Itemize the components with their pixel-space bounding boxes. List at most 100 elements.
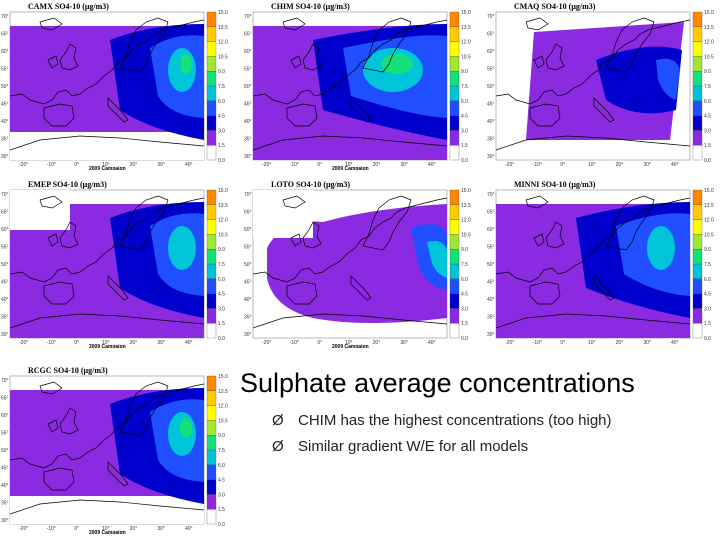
colorbar-tick-label: 9.0 [218,247,225,253]
lon-tick-label: -20° [505,340,514,346]
lat-tick-label: 30° [244,154,252,160]
colorbar-segment [206,323,217,339]
lon-tick-label: 30° [400,162,408,168]
lat-tick-label: 50° [1,84,9,90]
colorbar-tick-label: 6.0 [704,277,711,283]
arrow-bullet-icon: Ø [272,412,284,429]
lat-tick-label: 35° [244,137,252,143]
panel-title: EMEP SO4-10 (μg/m3) [28,180,107,189]
colorbar-segment [692,278,703,294]
lat-tick-label: 30° [244,332,252,338]
colorbar-segment [692,85,703,101]
colorbar-segment [449,219,460,235]
colorbar-segment [206,100,217,116]
panel-title: CHIM SO4-10 (μg/m3) [271,2,350,11]
lon-tick-label: -20° [19,526,28,532]
colorbar-segment [449,100,460,116]
colorbar [692,11,703,161]
lon-tick-label: 40° [185,162,193,168]
colorbar-tick-label: 10.5 [461,232,471,238]
map-panel-cmaq: CMAQ SO4-10 (μg/m3) 70° 65° 60° 55° 50° 45° 40°… [486,0,718,170]
colorbar-segment [206,494,217,510]
lat-tick-label: 30° [1,154,9,160]
lon-tick-label: 10° [588,340,596,346]
colorbar-tick-label: 6.0 [218,277,225,283]
colorbar-tick-label: 3.0 [218,306,225,312]
colorbar-tick-label: 4.5 [218,292,225,298]
colorbar-tick-label: 15.0 [704,10,714,16]
colorbar-segment [449,249,460,265]
colorbar [449,189,460,339]
colorbar-segment [692,26,703,42]
map-svg-emep: EMEP SO4-10 (μg/m3) 70° 65° 60° 55° 50° 45° 40°… [1,180,228,348]
colorbar-segment [206,145,217,161]
colorbar-segment [206,26,217,42]
colorbar-tick-label: 13.5 [704,203,714,209]
colorbar-tick-label: 3.0 [461,306,468,312]
lon-tick-label: 0° [560,162,565,168]
colorbar [449,11,460,161]
lon-tick-label: 0° [74,340,79,346]
colorbar-tick-label: 4.5 [704,114,711,120]
lon-tick-label: 0° [317,340,322,346]
lon-tick-label: 20° [616,162,624,168]
coastline [253,17,447,151]
lat-tick-label: 50° [1,262,9,268]
lon-tick-label: 20° [130,526,138,532]
colorbar-tick-label: 13.5 [218,203,228,209]
colorbar-segment [449,323,460,339]
colorbar-segment [206,308,217,324]
colorbar-segment [206,189,217,205]
colorbar-tick-label: 13.5 [218,389,228,395]
lat-tick-label: 55° [1,245,9,251]
colorbar-tick-label: 1.5 [461,321,468,327]
colorbar-tick-label: 9.0 [704,69,711,75]
colorbar-tick-label: 1.5 [704,321,711,327]
colorbar-segment [206,509,217,525]
colorbar-tick-label: 10.5 [704,54,714,60]
bullet-list: Ø CHIM has the highest concentrations (to… [272,412,712,464]
lat-tick-label: 45° [1,466,9,472]
colorbar-tick-label: 7.5 [218,448,225,454]
colorbar-segment [206,405,217,421]
colorbar-segment [206,278,217,294]
lat-tick-label: 60° [487,227,495,233]
map-svg-cmaq: CMAQ SO4-10 (μg/m3) 70° 65° 60° 55° 50° 45° 40°… [487,2,714,168]
colorbar-segment [206,435,217,451]
lon-tick-label: -10° [47,340,56,346]
colorbar-tick-label: 9.0 [704,247,711,253]
lat-tick-label: 60° [1,413,9,419]
map-svg-loto: LOTO SO4-10 (μg/m3) 70° 65° 60° 55° 50° 45° 40°… [244,180,471,348]
lat-tick-label: 45° [1,280,9,286]
coastline [496,17,690,151]
field-teal [647,226,675,270]
colorbar-tick-label: 7.5 [461,262,468,268]
lon-tick-label: -20° [262,340,271,346]
colorbar-tick-label: 6.0 [461,277,468,283]
lon-tick-label: -20° [19,162,28,168]
lat-tick-label: 35° [1,137,9,143]
lon-tick-label: 40° [428,162,436,168]
coastline [10,195,204,329]
colorbar-segment [206,449,217,465]
slide-title: Sulphate average concentrations [240,368,635,398]
colorbar-tick-label: 4.5 [461,292,468,298]
colorbar-segment [206,41,217,57]
colorbar-tick-label: 15.0 [218,10,228,16]
lon-tick-label: 30° [643,340,651,346]
lat-tick-label: 70° [1,14,9,20]
lon-tick-label: 40° [671,162,679,168]
lat-tick-label: 40° [487,119,495,125]
colorbar-segment [206,390,217,406]
lon-tick-label: -10° [533,340,542,346]
colorbar-segment [206,479,217,495]
colorbar-tick-label: 13.5 [461,25,471,31]
colorbar-tick-label: 1.5 [218,143,225,149]
colorbar-tick-label: 7.5 [218,262,225,268]
lon-tick-label: 20° [616,340,624,346]
colorbar-tick-label: 1.5 [704,143,711,149]
colorbar-tick-label: 4.5 [461,114,468,120]
lon-tick-label: -20° [19,340,28,346]
colorbar-tick-label: 6.0 [218,463,225,469]
panel-title: LOTO SO4-10 (μg/m3) [271,180,350,189]
